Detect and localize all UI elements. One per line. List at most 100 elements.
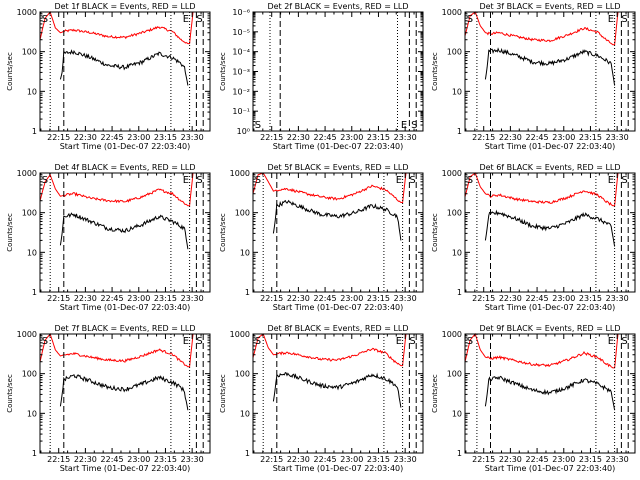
plot-frame bbox=[464, 11, 636, 132]
x-tick-label: 23:15 bbox=[154, 455, 177, 464]
y-axis-label: Counts/sec bbox=[6, 213, 14, 252]
x-tick-label: 22:15 bbox=[47, 133, 70, 142]
x-tick-label: 22:45 bbox=[526, 294, 549, 303]
event-marker-label: S bbox=[409, 175, 415, 186]
y-tick-label: 1000 bbox=[442, 169, 462, 178]
x-axis-label: Start Time (01-Dec-07 22:03:40) bbox=[60, 464, 191, 473]
y-tick-label: 10 bbox=[240, 409, 250, 418]
x-tick-label: 22:30 bbox=[499, 294, 522, 303]
x-tick-label: 22:30 bbox=[499, 455, 522, 464]
x-tick-label: 22:30 bbox=[74, 294, 97, 303]
series-line-lld bbox=[39, 10, 210, 45]
y-tick-label: 10⁻³ bbox=[232, 68, 250, 77]
x-axis-label: Start Time (01-Dec-07 22:03:40) bbox=[485, 303, 616, 312]
x-tick-label: 22:45 bbox=[314, 294, 337, 303]
y-tick-label: 10⁰ bbox=[237, 127, 250, 136]
panel-title: Det 4f BLACK = Events, RED = LLD bbox=[54, 163, 195, 172]
y-tick-label: 1 bbox=[32, 288, 37, 297]
event-marker-label: E bbox=[183, 175, 189, 186]
event-marker-label: S bbox=[196, 336, 202, 347]
series-line-events bbox=[272, 371, 402, 408]
y-tick-label: 10⁻¹ bbox=[232, 107, 250, 116]
series-line-events bbox=[59, 374, 189, 411]
x-tick-label: 22:30 bbox=[499, 133, 522, 142]
y-axis-label: Counts/sec bbox=[6, 374, 14, 413]
x-tick-label: 23:00 bbox=[552, 455, 575, 464]
plot-frame bbox=[39, 172, 211, 293]
event-marker-label: E bbox=[608, 175, 614, 186]
x-tick-label: 22:15 bbox=[260, 294, 283, 303]
event-marker-label: S bbox=[255, 120, 261, 131]
event-marker-label: S bbox=[255, 336, 261, 347]
x-tick-label: 23:00 bbox=[340, 133, 363, 142]
x-tick-label: 23:00 bbox=[127, 294, 150, 303]
event-marker-label: S bbox=[621, 336, 627, 347]
plot-frame bbox=[252, 11, 424, 132]
x-axis-label: Start Time (01-Dec-07 22:03:40) bbox=[485, 464, 616, 473]
event-marker-label: S bbox=[467, 336, 473, 347]
y-tick-label: 100 bbox=[22, 370, 37, 379]
x-tick-label: 22:30 bbox=[287, 455, 310, 464]
x-tick-label: 22:45 bbox=[101, 133, 124, 142]
plot-frame bbox=[464, 333, 636, 454]
x-tick-label: 22:45 bbox=[314, 455, 337, 464]
event-marker-label: E bbox=[183, 14, 189, 25]
series-line-lld bbox=[39, 172, 210, 207]
y-tick-label: 100 bbox=[22, 209, 37, 218]
event-marker-label: S bbox=[196, 175, 202, 186]
x-tick-label: 22:45 bbox=[526, 455, 549, 464]
y-tick-label: 100 bbox=[235, 209, 250, 218]
x-tick-label: 23:30 bbox=[394, 455, 417, 464]
x-tick-label: 22:15 bbox=[47, 455, 70, 464]
x-tick-label: 23:15 bbox=[154, 133, 177, 142]
y-tick-label: 10 bbox=[27, 87, 37, 96]
plot-frame bbox=[252, 172, 424, 293]
x-tick-label: 23:30 bbox=[606, 294, 629, 303]
y-tick-label: 1000 bbox=[442, 8, 462, 17]
panel-title: Det 8f BLACK = Events, RED = LLD bbox=[267, 324, 408, 333]
y-tick-label: 100 bbox=[447, 48, 462, 57]
x-tick-label: 23:30 bbox=[181, 455, 204, 464]
panel-title: Det 6f BLACK = Events, RED = LLD bbox=[479, 163, 620, 172]
panel-title: Det 5f BLACK = Events, RED = LLD bbox=[267, 163, 408, 172]
series-line-events bbox=[59, 49, 189, 86]
series-line-events bbox=[272, 199, 402, 241]
x-axis-label: Start Time (01-Dec-07 22:03:40) bbox=[485, 142, 616, 151]
plot-frame bbox=[39, 11, 211, 132]
x-axis-label: Start Time (01-Dec-07 22:03:40) bbox=[60, 303, 191, 312]
event-marker-label: E bbox=[608, 14, 614, 25]
y-tick-label: 10 bbox=[452, 248, 462, 257]
panel-title: Det 9f BLACK = Events, RED = LLD bbox=[479, 324, 620, 333]
event-marker-label: E bbox=[396, 175, 402, 186]
x-tick-label: 22:45 bbox=[101, 294, 124, 303]
x-tick-label: 23:30 bbox=[181, 133, 204, 142]
y-tick-label: 1 bbox=[32, 127, 37, 136]
series-line-events bbox=[484, 47, 616, 86]
y-tick-label: 100 bbox=[235, 370, 250, 379]
x-tick-label: 23:30 bbox=[181, 294, 204, 303]
x-tick-label: 23:30 bbox=[394, 294, 417, 303]
x-tick-label: 23:00 bbox=[340, 294, 363, 303]
y-tick-label: 1000 bbox=[17, 169, 37, 178]
x-tick-label: 22:30 bbox=[287, 133, 310, 142]
y-tick-label: 10⁻² bbox=[232, 87, 250, 96]
x-tick-label: 23:00 bbox=[127, 133, 150, 142]
x-tick-label: 22:45 bbox=[526, 133, 549, 142]
y-axis-label: Counts/sec bbox=[431, 213, 439, 252]
x-tick-label: 23:15 bbox=[154, 294, 177, 303]
y-tick-label: 10 bbox=[240, 248, 250, 257]
x-axis-label: Start Time (01-Dec-07 22:03:40) bbox=[273, 142, 404, 151]
y-tick-label: 100 bbox=[447, 370, 462, 379]
y-tick-label: 1000 bbox=[230, 330, 250, 339]
y-tick-label: 10⁻⁶ bbox=[232, 8, 250, 17]
x-tick-label: 23:15 bbox=[367, 294, 390, 303]
x-axis-label: Start Time (01-Dec-07 22:03:40) bbox=[273, 303, 404, 312]
